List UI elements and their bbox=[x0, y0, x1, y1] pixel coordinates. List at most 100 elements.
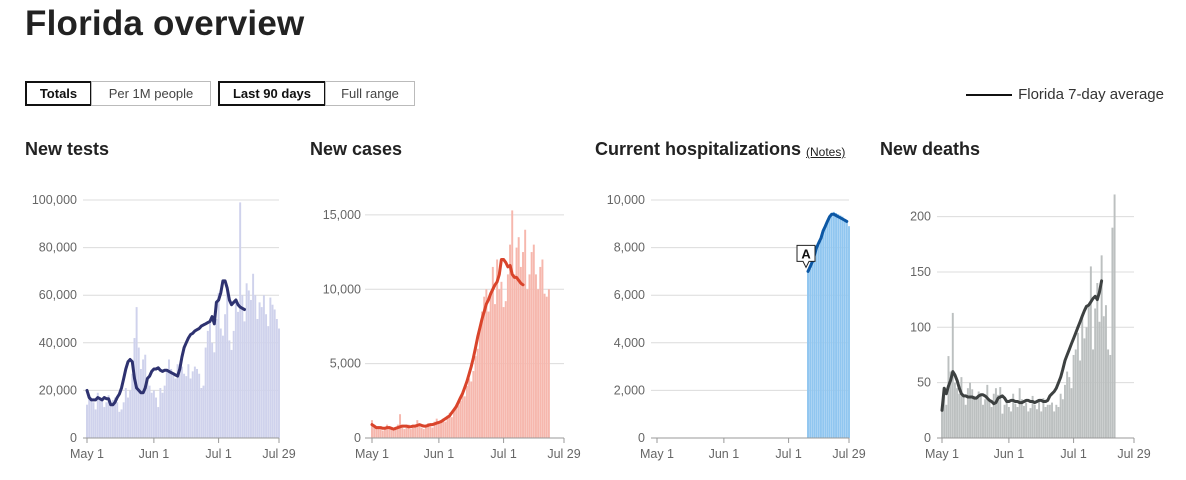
new-tests-bar bbox=[144, 354, 147, 438]
new-deaths-bar bbox=[1087, 305, 1090, 438]
new-deaths-bar bbox=[1092, 349, 1094, 438]
totals-button[interactable]: Totals bbox=[25, 81, 92, 106]
new-cases-bar bbox=[532, 244, 535, 438]
new-tests-bar bbox=[191, 371, 194, 438]
new-deaths-bar bbox=[1061, 399, 1064, 438]
new-cases-bar bbox=[504, 301, 507, 438]
new-cases-x-tick-label: Jul 29 bbox=[547, 447, 580, 461]
new-cases-bar bbox=[487, 311, 490, 438]
new-cases-bar bbox=[444, 421, 447, 438]
new-cases-bar bbox=[545, 296, 548, 438]
new-cases-bar bbox=[377, 426, 380, 438]
new-cases-bar bbox=[547, 289, 550, 438]
new-deaths-y-tick-label: 50 bbox=[917, 376, 931, 390]
new-deaths-bar bbox=[1102, 316, 1105, 438]
new-deaths-x-tick-label: Jul 1 bbox=[1060, 447, 1086, 461]
current-hospitalizations-bar bbox=[832, 211, 835, 438]
new-deaths-bar bbox=[943, 388, 946, 438]
new-deaths-bar bbox=[1016, 407, 1019, 438]
new-cases-bar bbox=[528, 274, 531, 438]
new-deaths-y-tick-label: 200 bbox=[910, 210, 931, 224]
new-cases-bar bbox=[424, 426, 427, 438]
new-deaths-bar bbox=[984, 399, 987, 438]
new-deaths-bar bbox=[958, 393, 961, 438]
new-cases-bar bbox=[379, 429, 382, 438]
page-title: Florida overview bbox=[25, 4, 305, 43]
new-cases-bar bbox=[476, 348, 479, 438]
current-hospitalizations-bar bbox=[848, 226, 850, 438]
new-cases-bar bbox=[491, 266, 494, 438]
new-tests-y-tick-label: 80,000 bbox=[39, 241, 77, 255]
new-cases-bar bbox=[390, 429, 393, 438]
new-cases-bar bbox=[371, 420, 373, 438]
new-deaths-y-tick-label: 0 bbox=[924, 431, 931, 445]
new-cases-bar bbox=[422, 429, 425, 438]
new-deaths-x-tick-label: May 1 bbox=[925, 447, 959, 461]
current-hospitalizations-y-tick-label: 6,000 bbox=[614, 288, 645, 302]
new-deaths-bar bbox=[1042, 398, 1045, 438]
new-deaths-bar bbox=[960, 377, 963, 438]
new-deaths-bar bbox=[1031, 395, 1034, 438]
new-deaths-bar bbox=[969, 382, 972, 438]
new-cases-bar bbox=[394, 427, 397, 438]
full-range-button[interactable]: Full range bbox=[325, 81, 415, 106]
new-deaths-bar bbox=[945, 404, 948, 438]
new-cases-bar bbox=[383, 427, 386, 438]
new-tests-bar bbox=[213, 352, 216, 438]
new-deaths-bar bbox=[986, 384, 989, 438]
new-tests-bar bbox=[152, 390, 155, 438]
legend-line-swatch bbox=[966, 93, 1013, 96]
new-cases-bar bbox=[388, 426, 391, 438]
new-tests-y-tick-label: 100,000 bbox=[32, 193, 77, 207]
notes-link[interactable]: (Notes) bbox=[806, 145, 846, 159]
new-deaths-bar bbox=[1111, 227, 1114, 438]
new-deaths-bar bbox=[1003, 404, 1006, 438]
new-deaths-bar bbox=[1068, 377, 1071, 438]
new-deaths-bar bbox=[964, 404, 967, 438]
new-deaths-bar bbox=[1063, 384, 1066, 438]
new-tests-bar bbox=[88, 395, 91, 438]
new-tests-bar bbox=[204, 347, 207, 438]
new-tests-bar bbox=[187, 364, 190, 438]
new-tests-bar bbox=[200, 388, 203, 438]
new-tests-average-line bbox=[85, 279, 246, 407]
new-tests-bar bbox=[165, 371, 168, 438]
last-90-days-button[interactable]: Last 90 days bbox=[218, 81, 326, 106]
new-cases-x-tick-label: Jul 1 bbox=[490, 447, 516, 461]
new-cases-bar bbox=[457, 405, 460, 438]
new-tests-bar bbox=[260, 307, 263, 438]
new-deaths-bar bbox=[1096, 283, 1099, 438]
new-tests-bar bbox=[256, 319, 259, 438]
current-hospitalizations-bar bbox=[809, 269, 812, 438]
new-tests-bar bbox=[196, 368, 198, 438]
new-tests-bar bbox=[98, 397, 101, 438]
current-hospitalizations-bar bbox=[817, 245, 820, 438]
new-tests-bar bbox=[193, 366, 196, 438]
new-deaths-bar bbox=[1113, 194, 1116, 438]
new-cases-bar bbox=[405, 426, 408, 438]
new-deaths-bar bbox=[956, 388, 959, 438]
new-deaths-bar bbox=[1023, 405, 1025, 438]
new-deaths-bar bbox=[1059, 393, 1062, 438]
new-cases-y-tick-label: 0 bbox=[354, 431, 361, 445]
new-tests-bar bbox=[139, 368, 142, 438]
new-tests-bar bbox=[247, 290, 250, 438]
new-tests-bar bbox=[237, 311, 239, 438]
new-deaths-x-tick-label: Jun 1 bbox=[994, 447, 1025, 461]
new-deaths-bar bbox=[1107, 349, 1110, 438]
new-deaths-bar bbox=[1055, 404, 1058, 438]
new-cases-y-tick-label: 15,000 bbox=[323, 208, 361, 222]
new-tests-bar bbox=[206, 330, 209, 438]
new-cases-bar bbox=[381, 430, 384, 438]
new-cases-bar bbox=[420, 427, 423, 438]
new-cases-bar bbox=[502, 307, 505, 438]
new-tests-bar bbox=[170, 368, 173, 438]
new-deaths-bar bbox=[1066, 371, 1069, 438]
new-tests-bar bbox=[109, 404, 112, 438]
new-tests-bar bbox=[142, 359, 145, 438]
new-cases-x-tick-label: Jun 1 bbox=[424, 447, 455, 461]
new-cases-bar bbox=[455, 408, 458, 438]
new-cases-bar bbox=[392, 430, 395, 438]
current-hospitalizations-bar bbox=[822, 233, 825, 438]
per-1m-people-button[interactable]: Per 1M people bbox=[91, 81, 211, 106]
